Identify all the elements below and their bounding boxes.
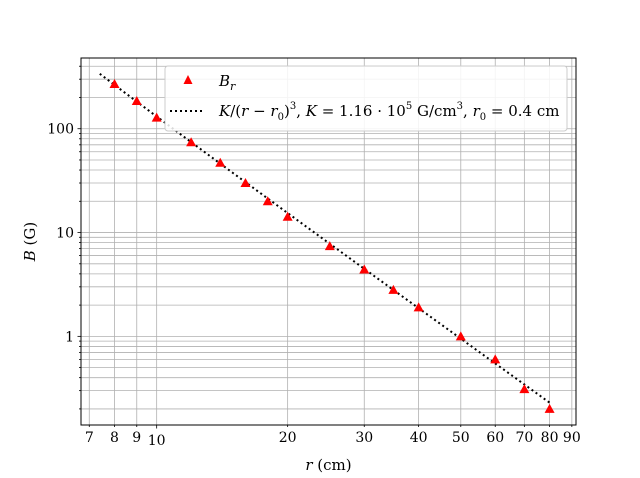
y-axis-label: B (G) [21, 222, 39, 263]
data-point-triangle [359, 264, 370, 274]
x-tick-label: 50 [452, 430, 470, 446]
x-tick-label: 9 [132, 430, 141, 446]
data-point-triangle [455, 331, 466, 341]
data-point-triangle [490, 354, 501, 364]
data-point-triangle [109, 78, 120, 88]
y-tick-label: 10 [56, 226, 74, 242]
y-tick-label: 1 [65, 329, 74, 345]
data-point-triangle [151, 112, 162, 122]
data-point-triangle [262, 196, 273, 206]
plot-frame [80, 57, 577, 426]
x-tick-label: 70 [515, 430, 533, 446]
data-point-triangle [324, 241, 335, 251]
y-axis-ticks: 1 10 100 [47, 65, 81, 410]
data-point-triangle [519, 384, 530, 394]
x-axis-ticks: 7 8 9 10 20 30 40 50 60 70 80 90 [85, 425, 581, 449]
data-point-triangle [413, 302, 424, 312]
x-tick-label: 8 [110, 430, 119, 446]
y-tick-label: 100 [47, 122, 74, 138]
legend: Br K/(r − r0)3, K = 1.16 · 105 G/cm3, r0… [164, 65, 568, 132]
x-tick-label: 40 [410, 430, 428, 446]
x-tick-label: 20 [279, 430, 297, 446]
data-point-triangle [544, 403, 555, 413]
legend-label-fit: K/(r − r0)3, K = 1.16 · 105 G/cm3, r0 = … [218, 101, 560, 123]
x-tick-label: 7 [85, 430, 94, 446]
legend-box [164, 65, 568, 132]
data-point-triangle [388, 284, 399, 294]
data-points-layer [109, 78, 555, 413]
x-tick-label: 90 [563, 430, 581, 446]
x-tick-label: 60 [486, 430, 504, 446]
x-axis-label: r (cm) [305, 456, 351, 474]
data-point-triangle [240, 178, 251, 188]
x-tick-label: 30 [355, 430, 373, 446]
x-tick-label: 80 [541, 430, 559, 446]
data-point-triangle [282, 211, 293, 221]
data-point-triangle [186, 137, 197, 147]
data-point-triangle [131, 95, 142, 105]
legend-triangle-marker [183, 75, 193, 84]
x-tick-label: 10 [148, 433, 166, 449]
data-point-triangle [215, 157, 226, 167]
legend-label-br: Br [218, 72, 236, 93]
